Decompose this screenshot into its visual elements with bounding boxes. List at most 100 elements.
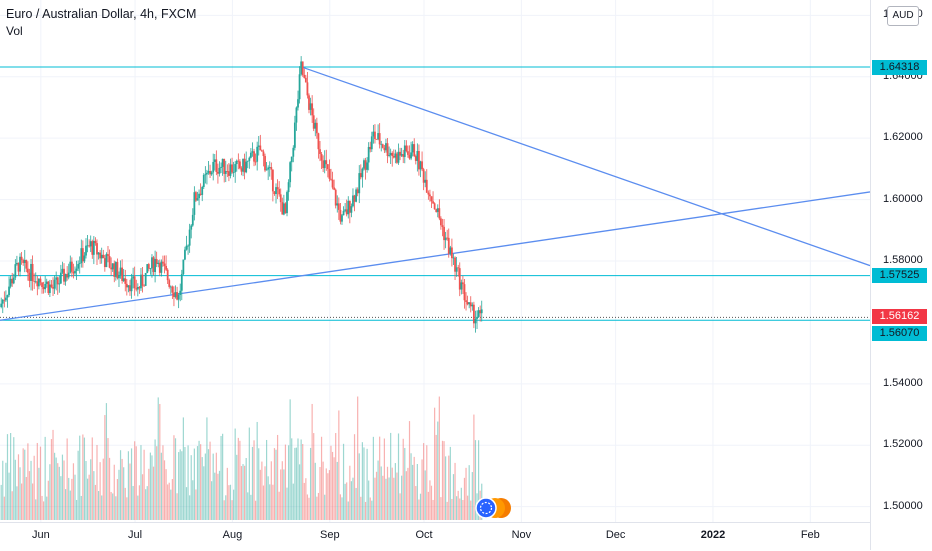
volume-bar	[413, 456, 415, 520]
volume-bar	[71, 478, 73, 520]
volume-bar	[267, 476, 269, 520]
candle-body	[135, 288, 138, 290]
volume-bar	[101, 495, 103, 520]
volume-bar	[181, 451, 183, 520]
candle-body	[463, 284, 466, 301]
candle-body	[298, 74, 301, 100]
candle-body	[188, 229, 191, 246]
candle-body	[286, 192, 288, 214]
volume-bar	[280, 469, 282, 520]
candle-body	[174, 292, 177, 298]
candle-body	[461, 282, 464, 285]
candle-body	[378, 133, 381, 145]
volume-bar	[229, 484, 232, 520]
candle-body	[132, 276, 135, 279]
volume-label: Vol	[6, 24, 23, 38]
volume-bar	[377, 460, 379, 520]
candle-body	[25, 259, 28, 269]
chart-canvas[interactable]	[0, 0, 870, 522]
volume-bar	[2, 460, 4, 520]
candle-body	[83, 255, 86, 262]
volume-bar	[190, 455, 192, 520]
candle-body	[114, 262, 117, 277]
candle-body	[304, 77, 307, 83]
candle-body	[196, 198, 199, 201]
candle-body	[198, 193, 200, 199]
tradingview-logo-icon[interactable]	[475, 497, 513, 519]
volume-bar	[333, 457, 335, 520]
candle-body	[179, 290, 182, 295]
volume-bar	[149, 452, 151, 520]
candle-body	[469, 302, 472, 307]
volume-bar	[364, 501, 367, 520]
currency-button[interactable]: AUD	[887, 6, 919, 26]
volume-bar	[375, 471, 378, 520]
candle-body	[315, 122, 318, 134]
volume-bar	[269, 484, 271, 520]
candle-body	[136, 286, 139, 290]
candle-body	[149, 268, 152, 270]
price-badge-resistance-top: 1.64318	[872, 59, 927, 75]
trend-line	[0, 191, 870, 321]
volume-bar	[159, 403, 161, 520]
candle-body	[234, 164, 237, 173]
candle-body	[323, 160, 326, 169]
candle-body	[231, 164, 233, 173]
volume-bar	[93, 471, 95, 520]
volume-bar	[446, 501, 448, 520]
candle-body	[50, 284, 53, 288]
volume-bar	[13, 437, 15, 520]
volume-bar	[28, 471, 31, 520]
candle-body	[63, 268, 65, 282]
candle-body	[235, 160, 238, 165]
candle-body	[184, 249, 186, 260]
candle-body	[171, 286, 174, 293]
volume-bar	[189, 495, 191, 520]
candle-body	[331, 179, 334, 188]
volume-bar	[311, 403, 313, 520]
candle-body	[39, 278, 42, 283]
candle-body	[363, 160, 365, 169]
candle-body	[204, 174, 207, 176]
candle-body	[11, 278, 14, 284]
chart-area[interactable]: Euro / Australian Dollar, 4h, FXCM Vol	[0, 0, 870, 522]
volume-bar	[242, 464, 244, 520]
candle-body	[427, 192, 430, 195]
candle-body	[458, 268, 461, 290]
candle-body	[169, 286, 172, 288]
candle-body	[326, 164, 329, 170]
volume-bar	[339, 494, 342, 520]
candle-body	[118, 274, 120, 279]
candle-body	[41, 282, 43, 287]
candle-body	[309, 103, 312, 110]
candle-body	[9, 278, 12, 287]
candle-body	[207, 170, 210, 173]
volume-bar	[138, 485, 140, 520]
volume-bar	[41, 495, 43, 520]
price-badge-support: 1.56070	[872, 325, 927, 341]
candle-body	[392, 156, 395, 158]
candle-body	[441, 225, 444, 227]
volume-bar	[405, 471, 407, 520]
candle-body	[146, 264, 149, 273]
candle-body	[350, 206, 353, 213]
candle-body	[271, 169, 274, 192]
volume-bar	[306, 494, 309, 520]
candle-body	[399, 151, 401, 156]
volume-bar	[382, 475, 384, 520]
volume-bar	[233, 489, 235, 520]
candle-body	[341, 215, 343, 222]
candle-body	[278, 189, 281, 195]
volume-bar	[314, 462, 316, 520]
volume-bar	[261, 461, 263, 520]
candle-body	[319, 149, 321, 154]
time-scale[interactable]: Jun Jul Aug Sep Oct Nov Dec 2022 Feb	[0, 522, 870, 551]
candle-body	[20, 256, 23, 261]
volume-bar	[171, 479, 173, 520]
candle-body	[293, 122, 296, 148]
volume-bar	[66, 438, 68, 520]
candle-body	[446, 237, 449, 239]
volume-bar	[46, 496, 48, 520]
candle-body	[468, 302, 471, 305]
volume-bar	[248, 427, 250, 520]
